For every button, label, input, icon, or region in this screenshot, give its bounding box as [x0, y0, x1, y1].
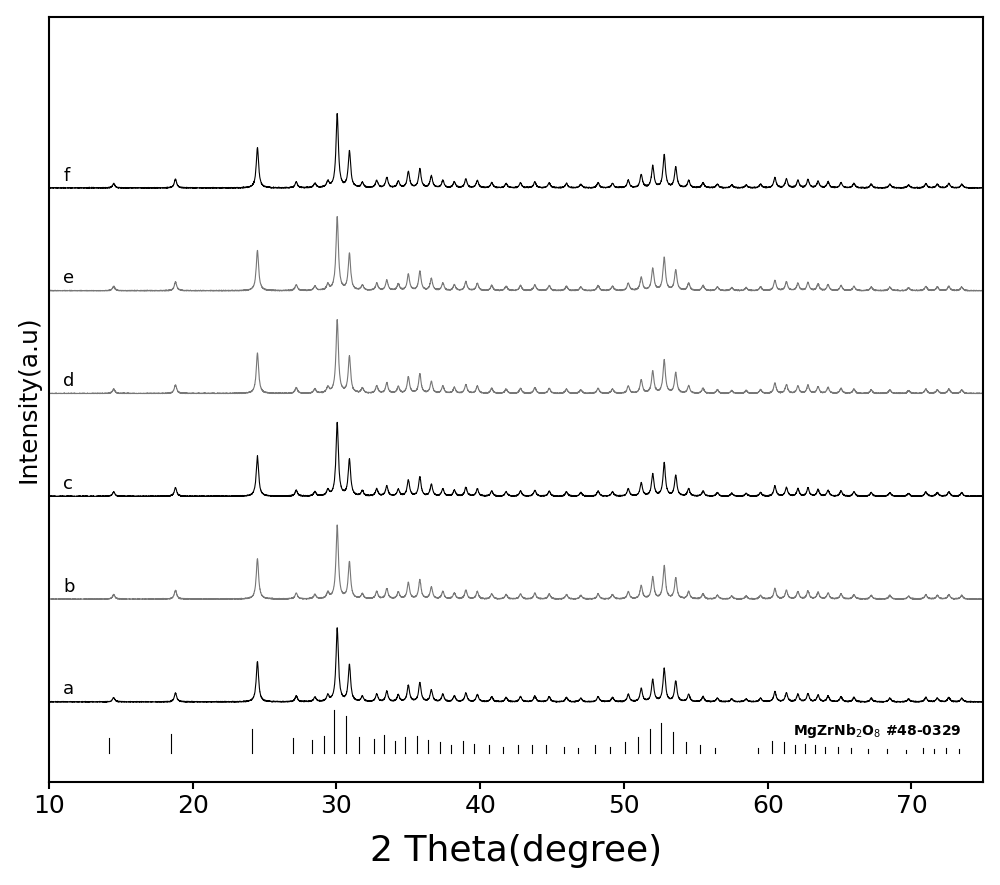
Y-axis label: Intensity(a.u): Intensity(a.u)	[17, 315, 41, 483]
Text: e: e	[63, 269, 74, 288]
Text: a: a	[63, 681, 74, 698]
Text: MgZrNb$_2$O$_8$ #48-0329: MgZrNb$_2$O$_8$ #48-0329	[793, 722, 962, 740]
X-axis label: 2 Theta(degree): 2 Theta(degree)	[370, 835, 662, 868]
Text: c: c	[63, 475, 73, 493]
Text: b: b	[63, 578, 75, 596]
Text: f: f	[63, 166, 70, 185]
Text: d: d	[63, 372, 75, 390]
